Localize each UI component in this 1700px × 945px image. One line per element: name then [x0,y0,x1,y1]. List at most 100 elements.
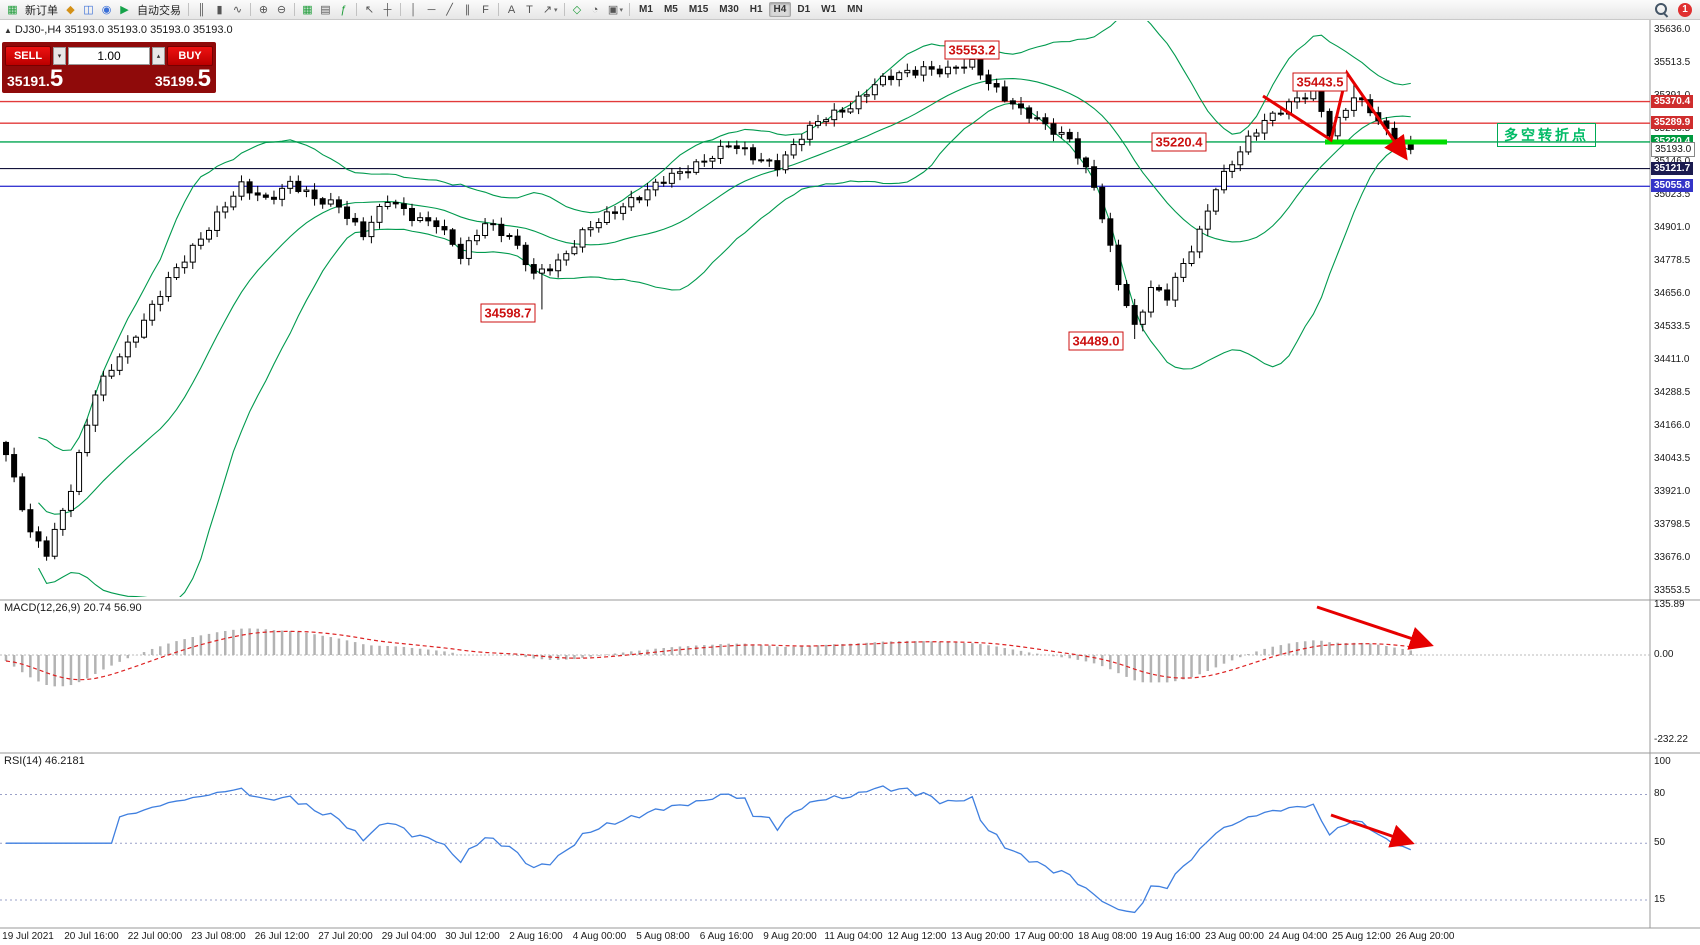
timeframe-h1[interactable]: H1 [749,4,763,15]
candle [100,375,107,396]
sell-price[interactable]: 35191.5 [7,65,64,92]
time-axis-label: 23 Jul 08:00 [191,931,246,942]
buy-button[interactable]: BUY [167,46,213,66]
timeframe-mn[interactable]: MN [847,4,863,15]
price-axis-label: 34533.5 [1654,321,1691,332]
text-icon[interactable]: A [507,3,516,16]
price-callout-35443.5[interactable]: 35443.5 [1292,72,1348,92]
cursor-icon[interactable]: ↖ [364,4,375,16]
candle [425,217,432,222]
cycles-icon[interactable]: ◔ [591,3,599,16]
trend-arrow-main[interactable] [1262,69,1408,161]
search-icon[interactable] [1654,2,1669,17]
macd-label: MACD(12,26,9) 20.74 56.90 [4,602,142,614]
bar-chart-icon[interactable]: ║ [197,3,206,16]
candle [928,66,935,70]
candle [319,198,326,205]
candle [1123,283,1130,307]
shapes-icon[interactable]: ◇ [572,4,582,16]
channel-icon[interactable]: ∥ [464,4,471,16]
candle [855,95,862,110]
line-chart-icon[interactable]: ∿ [232,4,243,16]
candle [750,147,757,161]
zoom-in-icon[interactable]: ⊕ [258,4,269,16]
profiles-icon[interactable]: ◫ [83,4,94,16]
cascade-windows-icon[interactable]: ▤ [320,4,331,16]
trend-arrow-macd[interactable] [1316,605,1434,650]
autotrade-icon[interactable]: ▶ [120,4,129,16]
crosshair-icon[interactable]: ┼ [383,3,392,16]
candle [595,222,602,229]
new-order-icon[interactable]: ▦ [7,4,18,16]
notification-badge[interactable]: 1 [1678,2,1692,17]
candlestick-chart-icon[interactable]: ▮ [216,4,223,16]
candle [579,229,586,248]
rsi-layer [0,785,1650,914]
price-callout-34598.7[interactable]: 34598.7 [480,303,536,323]
time-axis-label: 19 Aug 16:00 [1141,931,1201,942]
timeframe-m1[interactable]: M1 [639,4,653,15]
time-axis-label: 29 Jul 04:00 [381,931,437,942]
volume-increase-button[interactable]: ▴ [152,47,165,65]
tile-windows-icon[interactable]: ▦ [302,4,313,16]
indicators-icon[interactable]: ƒ [340,3,347,16]
rsi-axis-label: 100 [1654,756,1671,767]
price-callout-34489.0[interactable]: 34489.0 [1068,331,1124,351]
timeframe-d1[interactable]: D1 [797,4,811,15]
candle [555,259,562,272]
turning-point-note[interactable]: 多空转折点 [1497,123,1596,147]
buy-price[interactable]: 35199.5 [154,65,211,92]
candle [279,187,286,200]
candle [165,277,172,298]
zoom-out-icon[interactable]: ⊖ [276,4,287,16]
candle [335,199,342,208]
candle [1074,138,1081,159]
candle [571,246,578,255]
timeframe-m30[interactable]: M30 [719,4,739,15]
candle [1042,117,1049,125]
arrows-tool-icon[interactable]: ↗ [542,4,553,16]
refresh-icon[interactable]: ◉ [101,4,112,16]
candle [888,75,895,81]
trend-arrow-rsi[interactable] [1330,813,1415,848]
timeframe-m15[interactable]: M15 [688,4,709,15]
trendline-icon[interactable]: ╱ [446,4,453,16]
candle [173,267,180,279]
camera-icon[interactable]: ▣ [607,4,619,16]
candle [1342,109,1349,118]
candle [717,145,724,159]
vertical-line-icon[interactable]: │ [410,3,417,16]
price-axis-label: 35636.0 [1654,24,1691,35]
candle [985,74,992,85]
timeframe-h4[interactable]: H4 [768,2,792,17]
candle [831,109,838,121]
arrows-tool-caret[interactable]: ▾ [554,6,558,14]
price-callout-35553.2[interactable]: 35553.2 [944,40,1000,60]
candle [441,226,448,231]
candle [603,211,610,224]
sell-button[interactable]: SELL [5,46,51,66]
timeframe-m5[interactable]: M5 [663,4,678,15]
price-tag-35055.8: 35055.8 [1651,179,1694,193]
horizontal-line-icon[interactable]: ─ [427,3,436,16]
camera-caret[interactable]: ▾ [619,6,624,14]
timeframe-w1[interactable]: W1 [821,4,837,15]
volume-decrease-button[interactable]: ▾ [53,47,66,65]
volume-input[interactable] [68,47,150,65]
rsi-axis-label: 15 [1654,894,1666,906]
toolbar-sep [563,3,565,16]
price-axis-label: 33676.0 [1654,552,1691,563]
candle [465,240,472,259]
candle [1294,97,1301,103]
price-callout-35220.4[interactable]: 35220.4 [1151,132,1207,152]
candle [896,72,903,81]
text-label-icon[interactable]: T [526,3,533,16]
fibonacci-icon[interactable]: F [482,3,489,16]
main-toolbar: ▦ 新订单 ◆ ◫ ◉ ▶ 自动交易 ║ ▮ ∿ ⊕ ⊖ ▦ ▤ ƒ ↖ ┼ │ ─ ╱ ∥ F A T ↗ ▾ ◇ ◔ ▣ ▾ M1 M5 M… [0,0,1700,20]
time-axis-label: 26 Aug 20:00 [1395,931,1455,942]
candle [149,303,156,321]
templates-icon[interactable]: ◆ [66,4,75,16]
candle [652,181,659,191]
candle [1050,123,1057,135]
